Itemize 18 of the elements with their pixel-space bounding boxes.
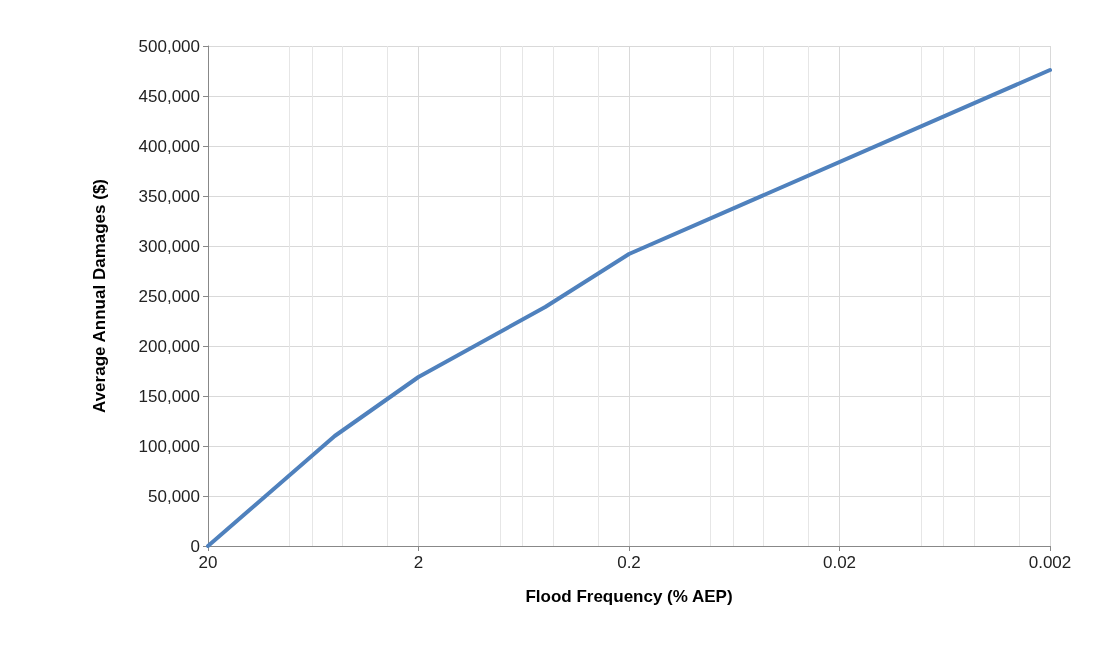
x-tick-label: 0.02 [822,553,857,572]
y-tick-label: 50,000 [148,486,200,506]
y-tick-label: 250,000 [138,286,200,306]
x-tick-label: 0.2 [617,553,641,572]
y-tick-label: 350,000 [138,186,200,206]
y-tick-label: 400,000 [138,136,200,156]
y-axis-title: Average Annual Damages ($) [90,179,109,413]
y-tick-label: 200,000 [138,336,200,356]
x-tick-label: 2 [413,553,424,572]
y-tick-label: 450,000 [138,86,200,106]
y-tick-label: 0 [190,536,200,556]
y-tick-label: 100,000 [138,436,200,456]
y-tick-label: 500,000 [138,36,200,56]
y-tick-label: 150,000 [138,386,200,406]
x-tick-label: 20 [198,553,218,572]
x-tick-label: 0.002 [1028,553,1072,572]
y-tick-label: 300,000 [138,236,200,256]
x-axis-title: Flood Frequency (% AEP) [525,587,733,606]
